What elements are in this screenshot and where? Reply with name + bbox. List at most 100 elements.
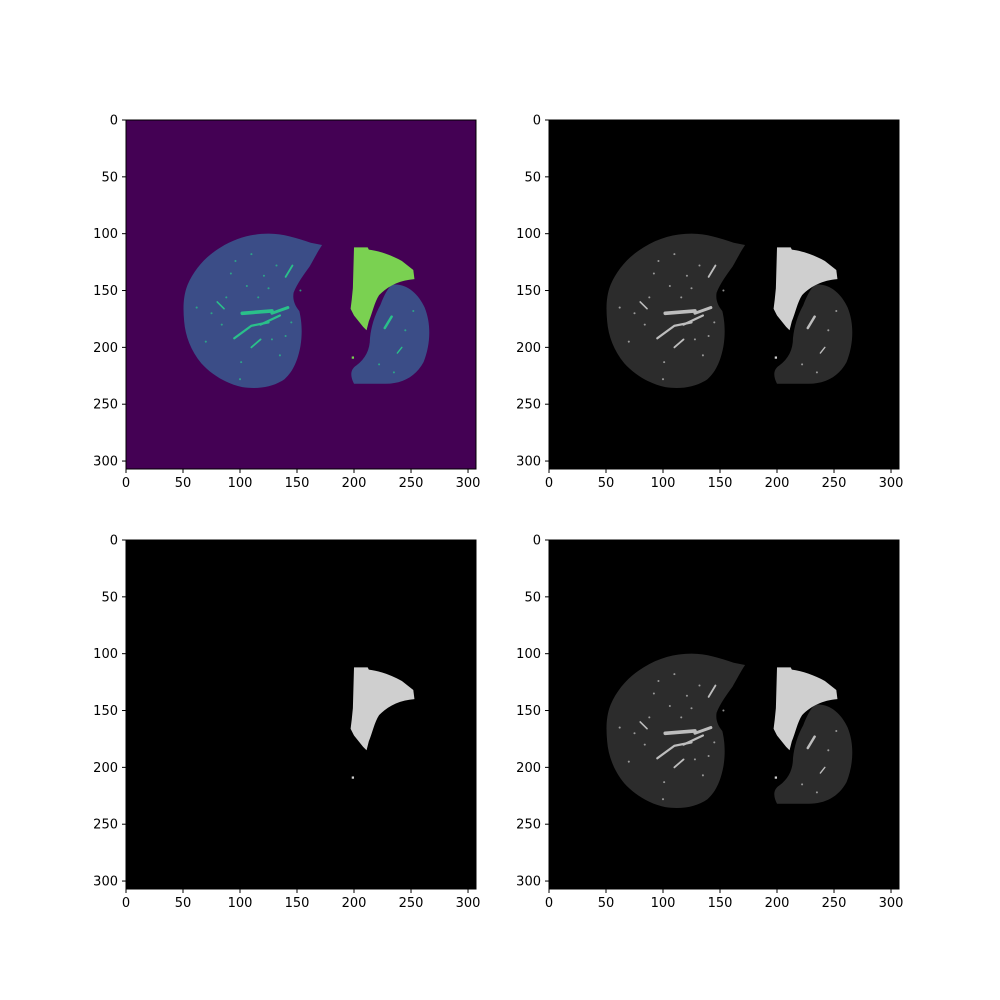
vessel-dot	[680, 716, 683, 719]
vessel-dot	[257, 296, 260, 299]
x-tick-label: 0	[545, 476, 553, 491]
y-tick-label: 150	[516, 704, 541, 719]
y-tick-label: 50	[101, 590, 118, 605]
y-tick-label: 0	[533, 534, 541, 549]
vessel	[259, 314, 282, 326]
vessel-dot	[693, 338, 696, 341]
y-tick-label: 250	[516, 818, 541, 833]
axes-frame	[548, 539, 900, 890]
vessel-dot	[633, 732, 636, 735]
y-tick-label: 0	[110, 114, 118, 129]
panel-bottom-left: 0 50 100 150 200 250 300 0 50 100 150 200 250 300	[93, 534, 480, 912]
vessel-dot	[229, 272, 232, 275]
vessel-dot	[693, 758, 696, 761]
vessel	[663, 309, 697, 316]
vessel-dot	[663, 361, 666, 364]
x-tick-label: 300	[879, 476, 904, 491]
vessel-dot	[648, 716, 651, 719]
x-tick-label: 50	[175, 896, 192, 911]
x-tick-label: 100	[651, 896, 676, 911]
vessel-dot	[713, 741, 716, 744]
image-background	[126, 540, 476, 889]
y-tick-label: 100	[93, 647, 118, 662]
vessel-dot	[195, 306, 198, 309]
vessel-dot	[378, 363, 381, 366]
vessel-dot	[815, 371, 818, 374]
ct-slice-image	[183, 233, 430, 388]
x-tick-label: 50	[598, 896, 615, 911]
x-tick-label: 300	[456, 476, 481, 491]
x-tick-label: 250	[399, 896, 424, 911]
vessel-dot	[225, 296, 228, 299]
vessel	[673, 758, 685, 769]
vessel	[639, 721, 648, 730]
highlight-speck	[351, 356, 355, 359]
vessel-dot	[404, 329, 407, 332]
vessel-dot	[412, 309, 415, 313]
highlight-speck	[351, 776, 355, 779]
vessel-dot	[648, 296, 651, 299]
vessel-dot	[618, 726, 621, 729]
vessel-dot	[210, 312, 213, 315]
vessel-dot	[643, 743, 646, 746]
vessel-dot	[673, 673, 676, 676]
vessel-dot	[685, 694, 688, 697]
image-background	[126, 120, 476, 469]
vessel	[216, 301, 225, 310]
vessel-dot	[661, 378, 665, 381]
vessel-dot	[698, 684, 701, 687]
vessel	[693, 726, 713, 735]
y-tick-label: 50	[524, 590, 541, 605]
vessel-dot	[673, 253, 676, 256]
vessel-dot	[835, 309, 838, 313]
highlight-speck	[774, 776, 778, 779]
panel-top-left: 0 50 100 150 200 250 300 0 50 100 150 200 250 300	[93, 114, 480, 492]
y-tick-label: 100	[516, 227, 541, 242]
vessel-dot	[690, 707, 693, 710]
panel-top-right: 0 50 100 150 200 250 300 0 50 100 150 200 250 300	[516, 114, 903, 492]
vessel-dot	[652, 692, 655, 695]
y-tick-label: 300	[516, 455, 541, 470]
vessel-dot	[262, 274, 265, 277]
vessel-dot	[618, 306, 621, 309]
vessel-dot	[713, 321, 716, 324]
x-tick-label: 50	[175, 476, 192, 491]
vessel	[396, 346, 403, 354]
vessel-dot	[220, 323, 223, 326]
vessel-dot	[707, 754, 710, 758]
x-tick-label: 300	[879, 896, 904, 911]
vessel	[284, 264, 294, 278]
vessel-dot	[238, 378, 242, 381]
x-tick-label: 200	[765, 896, 790, 911]
panel-bottom-right: 0 50 100 150 200 250 300 0 50 100 150 200 250 300	[516, 534, 903, 912]
axes-frame	[125, 119, 477, 470]
vessel-dot	[267, 287, 270, 290]
vessel	[639, 301, 648, 310]
x-tick-label: 200	[765, 476, 790, 491]
vessel	[707, 264, 717, 278]
vessel-dot	[627, 340, 630, 343]
vessel-dot	[299, 289, 302, 292]
y-tick-label: 200	[516, 341, 541, 356]
right-lung	[774, 704, 853, 804]
vessel-dot	[701, 354, 704, 357]
right-lung	[774, 284, 853, 384]
highlighted-region	[773, 667, 838, 751]
right-lung	[351, 284, 430, 384]
vessel-dot	[801, 363, 804, 366]
x-tick-label: 0	[545, 896, 553, 911]
highlighted-region	[773, 247, 838, 331]
highlight-speck	[774, 356, 778, 359]
x-tick-label: 0	[122, 896, 130, 911]
x-tick-label: 200	[342, 896, 367, 911]
vessel-dot	[722, 289, 725, 292]
vessel-dot	[275, 264, 278, 267]
x-tick-label: 150	[285, 476, 310, 491]
ct-slice-image	[350, 667, 415, 779]
vessel-dot	[680, 296, 683, 299]
y-tick-label: 250	[93, 818, 118, 833]
vessel-dot	[707, 334, 710, 338]
vessel-dot	[643, 323, 646, 326]
vessel-dot	[392, 371, 395, 374]
